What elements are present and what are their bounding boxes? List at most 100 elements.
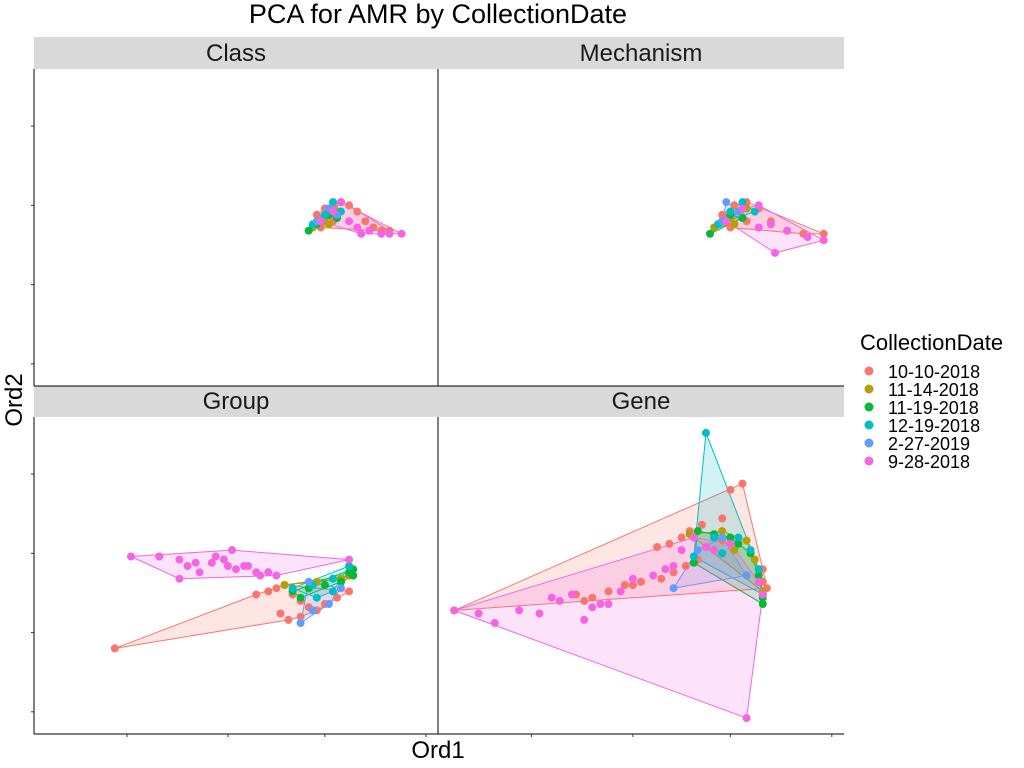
point-group-9-28-2018-16 [345,555,354,564]
point-mechanism-11-19-2018-0 [706,229,714,238]
strip-gene [438,386,844,417]
point-gene-9-28-2018-13 [669,562,678,570]
point-gene-11-14-2018-3 [750,555,759,564]
point-group-2-27-2019-1 [308,606,317,615]
point-group-11-14-2018-0 [280,581,289,589]
point-gene-10-10-2018-6 [677,533,686,542]
point-mechanism-10-10-2018-0 [718,210,727,219]
strip-class [34,37,438,69]
panel-group [110,546,358,653]
legend-label-11-14-2018: 11-14-2018 [888,380,979,400]
point-mechanism-11-19-2018-3 [738,214,747,222]
point-group-12-19-2018-0 [288,584,297,593]
point-group-9-28-2018-6 [211,552,220,561]
point-class-10-10-2018-0 [312,210,321,219]
point-group-10-10-2018-11 [345,587,354,596]
point-group-12-19-2018-5 [329,587,337,596]
point-mechanism-9-28-2018-1 [738,204,747,213]
point-gene-11-19-2018-4 [754,571,763,580]
point-group-12-19-2018-3 [345,562,354,570]
point-group-11-19-2018-2 [320,581,329,589]
point-class-11-14-2018-3 [324,220,333,229]
point-gene-11-19-2018-0 [693,527,702,536]
point-mechanism-11-14-2018-3 [730,220,739,229]
point-mechanism-9-28-2018-3 [766,220,775,229]
legend-key-9-28-2018 [864,456,874,466]
point-class-11-19-2018-0 [304,226,313,235]
strip-label-gene: Gene [612,388,671,415]
point-gene-12-19-2018-0 [702,428,710,437]
point-mechanism-9-28-2018-0 [722,217,731,226]
point-gene-9-28-2018-7 [588,603,597,612]
legend-key-11-19-2018 [864,402,874,412]
legend-key-11-14-2018 [864,384,874,394]
point-group-11-19-2018-7 [296,593,305,602]
point-gene-9-28-2018-22 [547,593,556,602]
points-gene [450,428,771,723]
point-gene-12-19-2018-6 [718,549,727,558]
point-group-9-28-2018-1 [155,552,164,561]
point-group-10-10-2018-12 [276,609,285,618]
point-group-9-28-2018-2 [175,555,184,564]
point-mechanism-10-10-2018-7 [819,229,828,238]
point-mechanism-9-28-2018-6 [819,236,828,245]
strip-group [34,386,438,417]
point-gene-9-28-2018-2 [490,619,499,627]
point-group-9-28-2018-7 [219,555,228,564]
point-group-10-10-2018-1 [252,590,261,599]
point-mechanism-10-10-2018-1 [730,201,739,210]
point-gene-10-10-2018-3 [738,479,747,488]
point-gene-12-19-2018-1 [710,533,719,542]
point-gene-9-28-2018-16 [702,543,710,551]
point-group-9-28-2018-14 [264,568,273,577]
x-axis-title: Ord1 [411,737,464,764]
point-mechanism-9-28-2018-5 [803,233,812,241]
point-class-9-28-2018-8 [397,229,406,238]
point-class-12-19-2018-2 [329,198,337,207]
legend-label-2-27-2019: 2-27-2019 [888,434,970,454]
point-gene-9-28-2018-8 [596,600,605,608]
legend-label-10-10-2018: 10-10-2018 [888,362,980,382]
point-group-9-28-2018-8 [223,562,232,570]
point-gene-10-10-2018-17 [669,568,678,577]
point-gene-12-19-2018-3 [746,546,755,555]
point-group-10-10-2018-13 [284,615,293,624]
point-group-9-28-2018-18 [228,546,236,555]
chart-title: PCA for AMR by CollectionDate [249,0,627,29]
points-group [110,546,358,653]
point-gene-11-19-2018-8 [689,558,698,567]
point-group-9-28-2018-9 [232,565,240,574]
point-gene-9-28-2018-18 [726,539,735,548]
point-class-9-28-2018-4 [353,223,362,232]
point-gene-9-28-2018-23 [568,590,576,599]
points-class [304,198,406,238]
hull-gene-9-28-2018 [452,536,764,719]
point-gene-9-28-2018-12 [661,565,670,574]
point-gene-12-19-2018-5 [689,552,698,561]
point-group-2-27-2019-4 [304,577,313,586]
point-gene-9-28-2018-24 [604,600,613,608]
point-gene-10-10-2018-8 [653,543,662,551]
point-group-2-27-2019-0 [296,619,305,627]
point-mechanism-2-27-2019-1 [722,198,731,207]
y-axis-title: Ord2 [1,373,28,426]
point-gene-10-10-2018-18 [681,562,690,570]
point-mechanism-12-19-2018-1 [726,207,735,216]
point-mechanism-12-19-2018-3 [750,207,759,216]
point-gene-2-27-2019-0 [669,584,678,593]
point-group-2-27-2019-3 [337,584,345,593]
point-class-9-28-2018-5 [365,226,374,235]
point-gene-9-28-2018-4 [535,609,544,618]
point-gene-11-19-2018-6 [758,600,767,608]
point-gene-12-19-2018-2 [734,533,743,542]
point-group-9-28-2018-0 [127,552,135,561]
point-mechanism-9-28-2018-2 [754,201,763,210]
point-gene-10-10-2018-12 [588,593,597,602]
point-group-11-19-2018-3 [337,577,345,586]
legend-label-11-19-2018: 11-19-2018 [888,398,979,418]
point-group-10-10-2018-10 [333,593,341,602]
point-gene-9-28-2018-10 [628,574,637,583]
point-gene-10-10-2018-1 [718,514,727,523]
legend-key-2-27-2019 [864,438,874,448]
